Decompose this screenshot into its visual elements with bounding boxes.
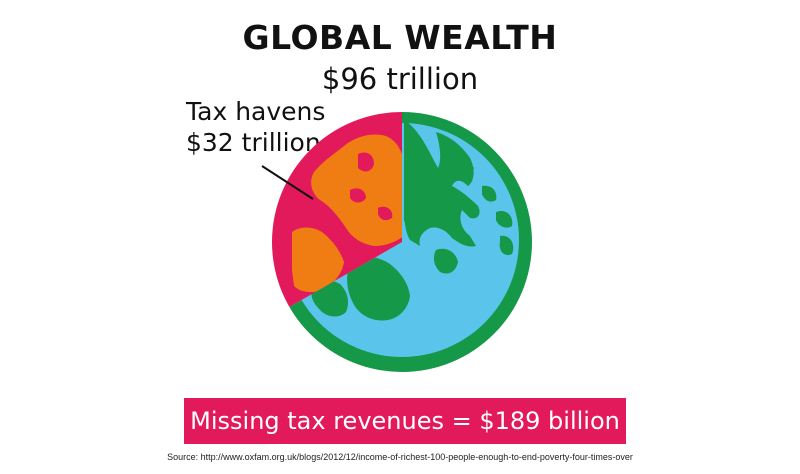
tax-havens-callout: Tax havens $32 trillion — [186, 96, 325, 158]
continents-green — [311, 120, 514, 321]
callout-leader-line — [261, 165, 314, 200]
continents-pink-gaps — [350, 152, 393, 221]
source-citation: Source: http://www.oxfam.org.uk/blogs/20… — [167, 452, 633, 462]
missing-tax-revenue-banner: Missing tax revenues = $189 billion — [184, 398, 626, 444]
tax-havens-value: $32 trillion — [186, 128, 321, 157]
tax-havens-label: Tax havens — [186, 97, 326, 126]
total-wealth-value: $96 trillion — [321, 62, 479, 96]
chart-title: GLOBAL WEALTH — [242, 18, 558, 57]
